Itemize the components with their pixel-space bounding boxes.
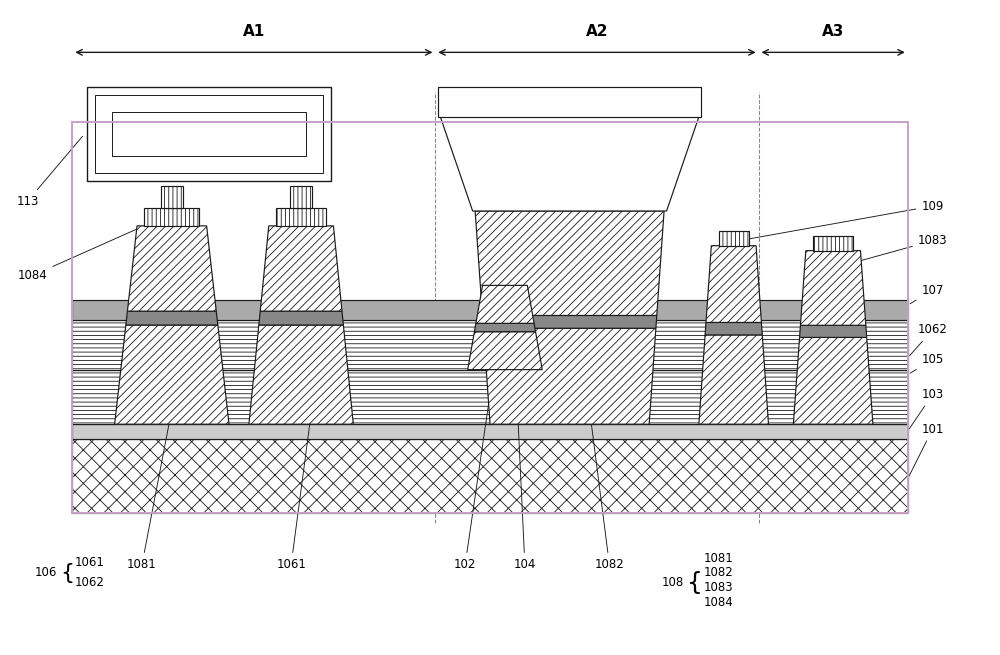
Polygon shape — [474, 324, 536, 331]
Text: 1083: 1083 — [846, 234, 947, 265]
Polygon shape — [476, 286, 534, 324]
Polygon shape — [259, 311, 343, 325]
Text: 109: 109 — [741, 200, 944, 240]
Text: 1084: 1084 — [18, 219, 159, 282]
Polygon shape — [482, 316, 657, 328]
Polygon shape — [127, 226, 216, 311]
Text: A3: A3 — [822, 24, 844, 39]
Text: A2: A2 — [586, 24, 608, 39]
Text: 110: 110 — [509, 155, 538, 184]
Text: 108: 108 — [662, 576, 684, 590]
Bar — [95, 95, 323, 174]
Bar — [438, 87, 701, 117]
Bar — [72, 320, 908, 369]
Bar — [87, 87, 331, 181]
Text: {: { — [60, 563, 75, 583]
Text: 101: 101 — [909, 422, 944, 476]
Text: 1062: 1062 — [910, 324, 948, 356]
Bar — [72, 439, 908, 514]
Text: 1082: 1082 — [590, 412, 624, 571]
Polygon shape — [699, 335, 769, 424]
Bar — [276, 208, 326, 226]
Polygon shape — [793, 337, 873, 424]
Polygon shape — [483, 328, 656, 424]
Text: 1083: 1083 — [704, 581, 733, 594]
Text: 103: 103 — [909, 388, 944, 429]
Polygon shape — [705, 322, 762, 335]
Polygon shape — [800, 326, 867, 337]
Bar — [72, 424, 908, 439]
Text: 102: 102 — [454, 362, 495, 571]
Polygon shape — [475, 211, 664, 316]
Polygon shape — [468, 331, 542, 369]
Bar — [144, 208, 199, 226]
Text: 104: 104 — [514, 358, 536, 571]
Polygon shape — [800, 251, 866, 326]
Text: 105: 105 — [910, 353, 944, 373]
Text: 1061: 1061 — [74, 557, 104, 569]
Text: 106: 106 — [35, 567, 57, 580]
Text: 1084: 1084 — [704, 596, 734, 609]
Bar — [72, 122, 908, 514]
Bar — [72, 300, 908, 320]
Text: 1062: 1062 — [74, 576, 104, 590]
Polygon shape — [706, 246, 761, 322]
Bar — [719, 231, 749, 246]
Text: 1082: 1082 — [704, 567, 734, 580]
Bar — [72, 369, 908, 424]
Text: 113: 113 — [16, 136, 83, 208]
Text: 1081: 1081 — [127, 412, 171, 571]
Bar — [813, 236, 853, 251]
Bar — [112, 112, 306, 157]
Text: 107: 107 — [910, 284, 944, 304]
Bar — [161, 186, 183, 208]
Text: 111: 111 — [568, 97, 591, 113]
Polygon shape — [126, 311, 218, 325]
Polygon shape — [249, 325, 353, 424]
Text: A1: A1 — [243, 24, 265, 39]
Polygon shape — [260, 226, 342, 311]
Polygon shape — [440, 117, 699, 211]
Text: 1061: 1061 — [276, 417, 311, 571]
Polygon shape — [115, 325, 229, 424]
Bar — [290, 186, 312, 208]
Text: 1081: 1081 — [704, 552, 734, 565]
Text: {: { — [687, 571, 703, 595]
Text: 112: 112 — [190, 90, 213, 120]
